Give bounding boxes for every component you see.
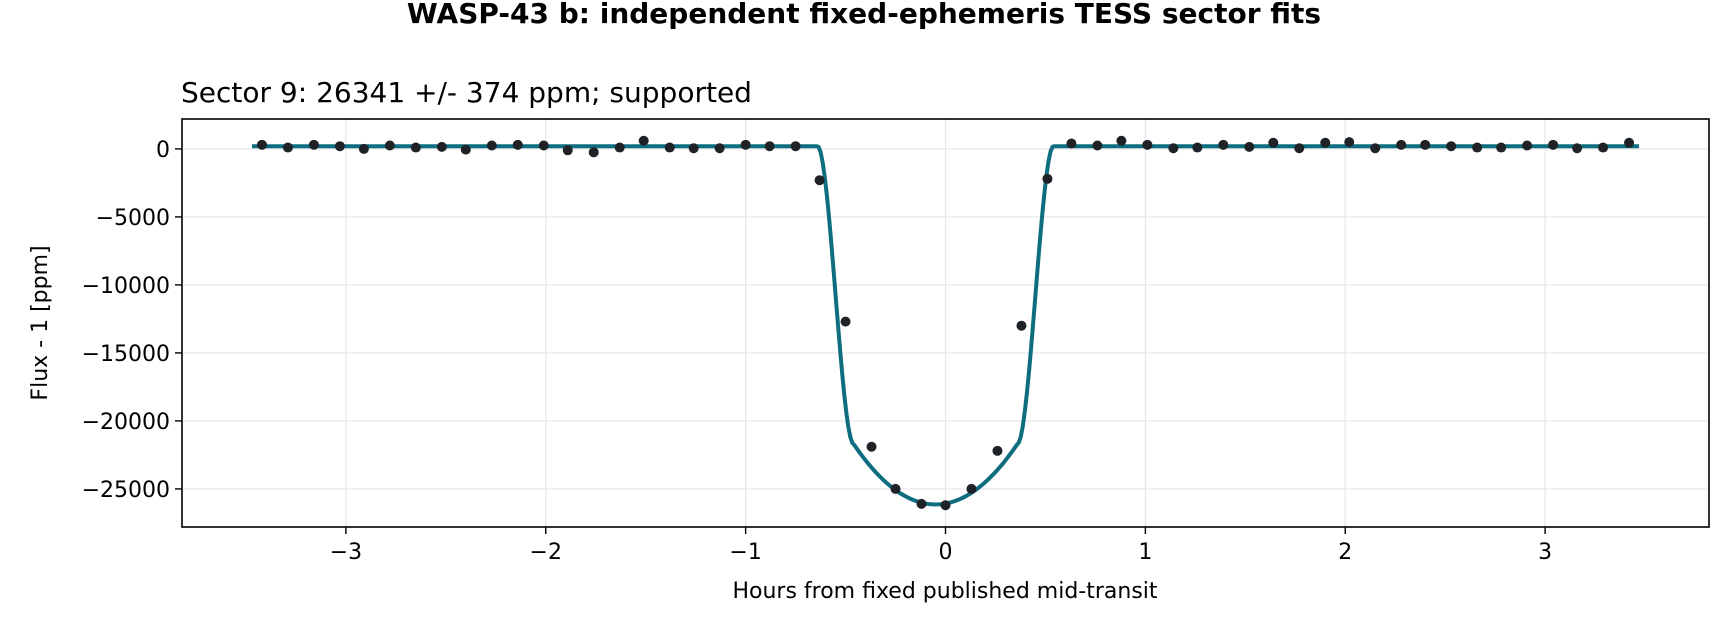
- data-point: [940, 500, 951, 511]
- x-tick-label: 0: [939, 540, 953, 565]
- y-tick-label: −5000: [96, 206, 170, 231]
- data-point: [1420, 139, 1431, 150]
- data-point: [1042, 173, 1053, 184]
- data-point: [1294, 143, 1305, 154]
- data-point: [1370, 143, 1381, 154]
- y-tick-label: 0: [156, 138, 170, 163]
- data-point: [1168, 143, 1179, 154]
- data-points: [256, 135, 1635, 511]
- data-point: [538, 140, 549, 151]
- data-point: [866, 441, 877, 452]
- data-point: [890, 483, 901, 494]
- data-point: [358, 143, 369, 154]
- data-point: [1320, 137, 1331, 148]
- data-point: [1598, 142, 1609, 153]
- data-point: [588, 147, 599, 158]
- y-axis-ticks: 0 −5000 −10000 −15000 −20000 −25000: [82, 138, 182, 503]
- data-point: [638, 135, 649, 146]
- data-point: [814, 175, 825, 186]
- x-tick-label: 1: [1138, 540, 1152, 565]
- data-point: [334, 141, 345, 152]
- data-point: [1396, 139, 1407, 150]
- data-point: [436, 141, 447, 152]
- y-tick-label: −20000: [82, 410, 170, 435]
- figure-suptitle: WASP-43 b: independent fixed-ephemeris T…: [407, 0, 1321, 30]
- y-tick-label: −25000: [82, 478, 170, 503]
- data-point: [916, 498, 927, 509]
- data-point: [460, 144, 471, 155]
- x-tick-label: −3: [330, 540, 362, 565]
- data-point: [1192, 142, 1203, 153]
- data-point: [790, 141, 801, 152]
- x-axis-label: Hours from fixed published mid-transit: [732, 579, 1157, 604]
- data-point: [410, 142, 421, 153]
- data-point: [1624, 137, 1635, 148]
- data-point: [308, 139, 319, 150]
- data-point: [764, 141, 775, 152]
- data-point: [1496, 142, 1507, 153]
- grid-lines: [182, 119, 1709, 527]
- axes-title: Sector 9: 26341 +/- 374 ppm; supported: [181, 76, 752, 109]
- data-point: [714, 143, 725, 154]
- x-tick-label: 3: [1538, 540, 1552, 565]
- data-point: [1218, 139, 1229, 150]
- data-point: [1016, 320, 1027, 331]
- x-tick-label: 2: [1338, 540, 1352, 565]
- data-point: [664, 142, 675, 153]
- data-point: [1066, 138, 1077, 149]
- data-point: [256, 139, 267, 150]
- data-point: [384, 140, 395, 151]
- data-point: [740, 139, 751, 150]
- y-tick-label: −15000: [82, 342, 170, 367]
- data-point: [282, 142, 293, 153]
- data-point: [1244, 141, 1255, 152]
- data-point: [688, 143, 699, 154]
- data-point: [614, 142, 625, 153]
- data-point: [1548, 139, 1559, 150]
- data-point: [562, 145, 573, 156]
- x-tick-label: −2: [530, 540, 562, 565]
- data-point: [992, 445, 1003, 456]
- data-point: [1116, 135, 1127, 146]
- data-point: [1092, 140, 1103, 151]
- data-point: [1472, 142, 1483, 153]
- data-point: [1142, 139, 1153, 150]
- data-point: [512, 139, 523, 150]
- data-point: [1446, 141, 1457, 152]
- data-point: [1522, 140, 1533, 151]
- data-point: [840, 316, 851, 327]
- data-point: [966, 483, 977, 494]
- y-tick-label: −10000: [82, 274, 170, 299]
- x-axis-ticks: −3 −2 −1 0 1 2 3: [330, 527, 1552, 565]
- y-axis-label: Flux - 1 [ppm]: [28, 245, 53, 400]
- data-point: [1268, 137, 1279, 148]
- data-point: [1344, 137, 1355, 148]
- data-point: [1572, 143, 1583, 154]
- data-point: [486, 140, 497, 151]
- x-tick-label: −1: [729, 540, 761, 565]
